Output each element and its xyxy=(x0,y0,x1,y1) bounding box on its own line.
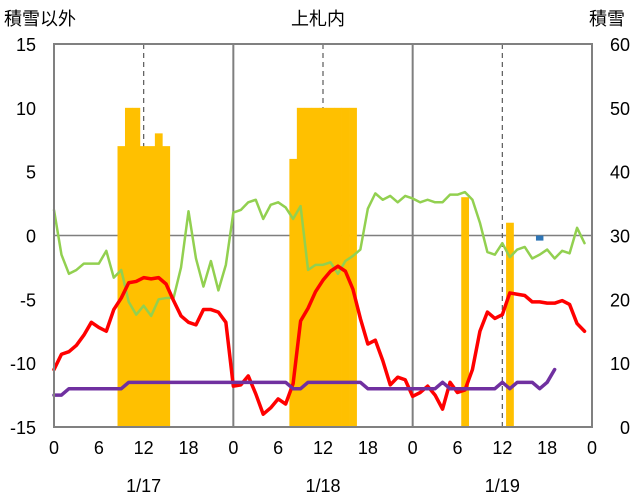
left-tick-label: 15 xyxy=(16,35,36,55)
x-tick-label: 6 xyxy=(94,438,104,458)
snow-depth-bar xyxy=(124,107,133,427)
right-tick-label: 0 xyxy=(620,418,630,438)
snow-depth-bar xyxy=(139,146,148,427)
left-tick-label: -5 xyxy=(20,290,36,310)
x-tick-label: 18 xyxy=(178,438,198,458)
snow-depth-bar xyxy=(132,107,141,427)
x-tick-label: 0 xyxy=(587,438,597,458)
snow-depth-bar xyxy=(311,107,320,427)
chart-title: 上札内 xyxy=(291,9,345,30)
x-tick-label: 0 xyxy=(49,438,59,458)
snow-depth-bar xyxy=(341,107,350,427)
day-label: 1/19 xyxy=(485,476,520,496)
snow-depth-bar xyxy=(506,222,514,427)
left-tick-label: -10 xyxy=(10,354,36,374)
right-tick-label: 10 xyxy=(610,354,630,374)
right-tick-label: 30 xyxy=(610,227,630,247)
snow-depth-bar xyxy=(147,146,156,427)
series-line-purple xyxy=(52,367,557,397)
x-tick-label: 6 xyxy=(273,438,283,458)
left-tick-label: 5 xyxy=(26,163,36,183)
plot-frame xyxy=(53,43,593,428)
snow-depth-bar xyxy=(289,158,298,427)
right-axis-label: 積雪 xyxy=(589,9,625,30)
left-tick-label: 0 xyxy=(26,227,36,247)
right-tick-label: 60 xyxy=(610,35,630,55)
x-tick-label: 18 xyxy=(537,438,557,458)
day-label: 1/18 xyxy=(305,476,340,496)
left-axis-label: 積雪以外 xyxy=(4,9,76,30)
left-tick-label: -15 xyxy=(10,418,36,438)
snow-depth-bar xyxy=(154,133,163,427)
x-tick-label: 0 xyxy=(228,438,238,458)
snow-depth-bar xyxy=(319,107,328,427)
right-tick-label: 40 xyxy=(610,163,630,183)
series-lines xyxy=(52,190,587,416)
series-line-red xyxy=(52,264,587,416)
x-tick-label: 18 xyxy=(358,438,378,458)
snow-depth-bar xyxy=(326,107,335,427)
series-line-green xyxy=(52,190,586,318)
snow-depth-bar xyxy=(461,197,470,427)
right-tick-label: 50 xyxy=(610,99,630,119)
blue-bar xyxy=(535,235,544,241)
day-label: 1/17 xyxy=(126,476,161,496)
x-tick-label: 12 xyxy=(134,438,154,458)
x-tick-label: 0 xyxy=(408,438,418,458)
snow-depth-bar xyxy=(349,107,357,427)
snow-depth-bar xyxy=(296,107,305,427)
x-tick-label: 12 xyxy=(492,438,512,458)
x-tick-label: 6 xyxy=(452,438,462,458)
left-tick-label: 10 xyxy=(16,99,36,119)
right-tick-label: 20 xyxy=(610,290,630,310)
x-tick-label: 12 xyxy=(313,438,333,458)
snow-depth-bar xyxy=(117,146,126,427)
